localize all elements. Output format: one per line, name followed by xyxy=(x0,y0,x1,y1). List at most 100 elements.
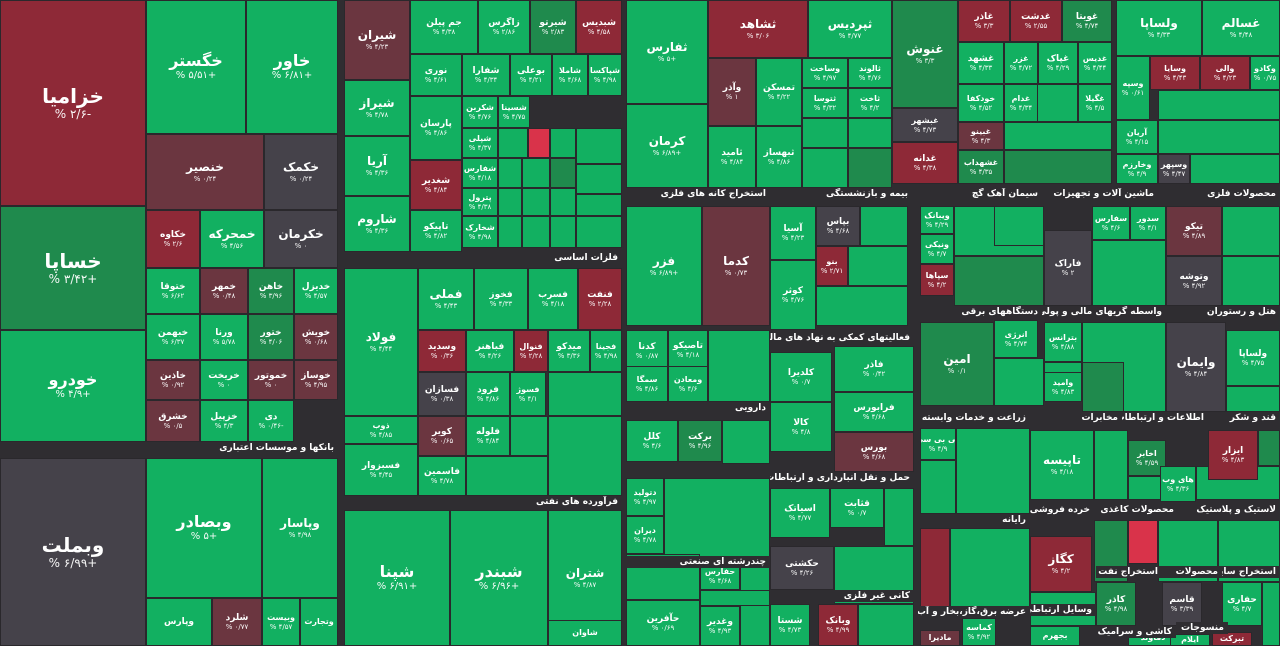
stock-tile[interactable]: قاسم ۳/۳۹ % xyxy=(1162,582,1202,626)
stock-tile[interactable]: تاصیکو ۴/۱۸ % xyxy=(668,330,708,370)
stock-tile[interactable]: دتولید ۴/۹۷ % xyxy=(626,478,664,516)
stock-tile-small[interactable] xyxy=(550,216,576,248)
stock-tile-small[interactable] xyxy=(576,164,622,194)
stock-tile-small[interactable] xyxy=(1158,90,1280,120)
stock-tile[interactable]: ثشاهد ۳/۰۶ % xyxy=(708,0,808,58)
stock-tile[interactable]: ولساپا ۴/۳۳ % xyxy=(1116,0,1202,56)
stock-tile[interactable]: تمسکن ۴/۲۲ % xyxy=(756,58,802,126)
stock-tile[interactable]: کالا ۴/۸ % xyxy=(770,402,832,452)
stock-tile[interactable]: دی -۰/۴۶ % xyxy=(248,400,294,442)
stock-tile-small[interactable] xyxy=(1190,154,1280,184)
stock-tile-small[interactable] xyxy=(994,206,1044,246)
stock-tile[interactable]: خکمک ۰/۲۴ % xyxy=(264,134,338,210)
stock-tile[interactable]: شپنا +۶/۹۱ % xyxy=(344,510,450,646)
stock-tile[interactable]: تاپیسه ۴/۱۸ % xyxy=(1030,430,1094,500)
stock-tile[interactable]: وسدید ۰/۳۶ % xyxy=(418,330,466,372)
stock-tile[interactable]: بورس ۴/۶۸ % xyxy=(834,432,914,472)
stock-tile-small[interactable] xyxy=(1082,362,1124,412)
stock-tile[interactable]: خاهن ۳/۹۶ % xyxy=(248,268,294,314)
stock-tile[interactable]: فلوله ۴/۸۴ % xyxy=(466,416,510,456)
stock-tile[interactable]: والی ۴/۲۳ % xyxy=(1200,56,1250,90)
stock-tile-small[interactable] xyxy=(550,158,576,188)
stock-tile[interactable]: بوعلی ۴/۲۱ % xyxy=(510,54,552,96)
stock-tile[interactable]: غسالم ۴/۴۸ % xyxy=(1202,0,1280,56)
stock-tile[interactable]: وسپهر ۴/۴۷ % xyxy=(1158,154,1190,184)
stock-tile-small[interactable] xyxy=(884,488,914,546)
stock-tile[interactable]: کلدیرا ۰/۷ % xyxy=(770,352,832,402)
stock-tile[interactable]: فسازان ۰/۳۸ % xyxy=(418,372,466,416)
stock-tile[interactable]: فاذر ۰/۴۲ % xyxy=(834,346,914,392)
stock-tile-small[interactable] xyxy=(576,216,622,248)
stock-tile[interactable]: بنو ۲/۷۱ % xyxy=(816,246,848,286)
stock-tile[interactable]: شسینا ۴/۷۵ % xyxy=(498,96,530,128)
stock-tile[interactable]: خساپا +۳/۴۲ % xyxy=(0,206,146,330)
stock-tile[interactable]: تاپیکو ۴/۸۲ % xyxy=(410,210,462,252)
stock-tile-small[interactable] xyxy=(722,420,770,464)
stock-tile[interactable]: فخوز ۴/۳۳ % xyxy=(474,268,528,330)
stock-tile[interactable]: کگاز ۴/۲ % xyxy=(1030,536,1092,592)
stock-tile-small[interactable] xyxy=(700,590,770,606)
stock-tile[interactable]: وخارزم ۴/۹ % xyxy=(1116,154,1158,184)
stock-tile-small[interactable] xyxy=(1262,582,1280,646)
stock-tile[interactable]: بترانس ۴/۸۸ % xyxy=(1044,322,1082,362)
stock-tile[interactable]: غدام ۴/۳۴ % xyxy=(1004,84,1038,122)
stock-tile[interactable]: ایلام xyxy=(1170,634,1210,646)
stock-tile[interactable]: دیران ۴/۷۸ % xyxy=(626,516,664,554)
stock-tile[interactable]: شاروم ۴/۳۶ % xyxy=(344,196,410,252)
stock-tile[interactable]: امین ۰/۱ % xyxy=(920,322,994,406)
stock-tile[interactable]: قثابت ۰/۷ % xyxy=(830,488,884,528)
stock-tile[interactable]: خبهمن ۶/۳۷ % xyxy=(146,314,200,360)
stock-tile[interactable]: شاملا ۴/۶۸ % xyxy=(552,54,588,96)
stock-tile[interactable]: وآذر ۱ % xyxy=(708,58,756,126)
stock-tile[interactable]: جم پیلن ۴/۳۸ % xyxy=(410,0,478,54)
stock-tile[interactable]: ثبهساز ۴/۸۶ % xyxy=(756,126,802,188)
stock-tile[interactable]: ومعادن ۴/۶ % xyxy=(668,366,708,402)
stock-tile[interactable]: وبملت +۶/۹۹ % xyxy=(0,458,146,646)
stock-tile[interactable]: شپلی ۴/۳۷ % xyxy=(462,128,498,158)
stock-tile[interactable]: حآفرین ۰/۶۹ % xyxy=(626,600,700,646)
stock-tile[interactable]: سمگا ۴/۸۶ % xyxy=(626,366,668,402)
stock-tile[interactable]: فنوال ۲/۲۸ % xyxy=(514,330,548,372)
stock-tile[interactable]: خکرمان ۰ % xyxy=(264,210,338,268)
stock-tile[interactable]: ثامید ۴/۸۴ % xyxy=(708,126,756,188)
stock-tile-small[interactable] xyxy=(1004,122,1112,150)
stock-tile-small[interactable] xyxy=(1222,256,1280,306)
stock-tile[interactable]: وبیست ۴/۵۷ % xyxy=(262,598,300,646)
stock-tile[interactable]: غزر ۴/۷۲ % xyxy=(1004,42,1038,84)
stock-tile[interactable]: شبندر +۶/۹۶ % xyxy=(450,510,548,646)
stock-tile[interactable]: فولاد ۴/۴۴ % xyxy=(344,268,418,416)
stock-tile-small[interactable] xyxy=(1094,430,1128,500)
stock-tile[interactable]: خشرق ۰/۵ % xyxy=(146,400,200,442)
stock-tile-small[interactable] xyxy=(708,330,770,402)
stock-tile[interactable]: وتجارت xyxy=(300,598,338,646)
stock-tile[interactable]: ثپردیس ۴/۷۷ % xyxy=(808,0,892,58)
stock-tile-small[interactable] xyxy=(466,456,548,496)
stock-tile[interactable]: خوساز ۴/۹۵ % xyxy=(294,360,338,400)
stock-tile-small[interactable] xyxy=(802,118,848,148)
stock-tile[interactable]: غدانه ۴/۳۸ % xyxy=(892,142,958,184)
stock-tile[interactable]: غنوش ۳/۳ % xyxy=(892,0,958,108)
stock-tile[interactable]: سدور ۴/۱ % xyxy=(1130,206,1166,240)
stock-tile[interactable]: کدنا ۰/۸۷ % xyxy=(626,330,668,372)
stock-tile[interactable]: ثالوند ۴/۷۶ % xyxy=(848,58,892,88)
stock-tile[interactable]: فاسمین ۴/۷۸ % xyxy=(418,456,466,496)
stock-tile-small[interactable] xyxy=(950,528,1030,618)
stock-tile[interactable]: سفارس ۴/۶ % xyxy=(1092,206,1130,240)
stock-tile[interactable]: فرود ۴/۸۶ % xyxy=(466,372,510,416)
stock-tile[interactable]: تبرکت xyxy=(1212,632,1252,646)
stock-tile[interactable]: زاگرس ۲/۸۶ % xyxy=(478,0,530,54)
stock-tile[interactable]: غویتا ۴/۷۴ % xyxy=(1062,0,1112,42)
stock-tile[interactable]: وبصادر +۵ % xyxy=(146,458,262,598)
stock-tile[interactable]: بجهرم xyxy=(1030,626,1080,646)
stock-tile[interactable]: شبدیس ۴/۵۸ % xyxy=(576,0,622,54)
stock-tile-small[interactable] xyxy=(954,256,1044,306)
stock-tile[interactable]: وپاسار ۴/۹۸ % xyxy=(262,458,338,598)
stock-tile[interactable]: برکت ۴/۹۶ % xyxy=(678,420,722,462)
stock-tile-small[interactable] xyxy=(848,118,892,148)
stock-tile[interactable]: ویبانک ۴/۲۹ % xyxy=(920,206,954,234)
stock-tile[interactable]: شکربن ۴/۷۶ % xyxy=(462,96,498,128)
stock-tile[interactable]: فسبزوار ۴/۴۵ % xyxy=(344,444,418,496)
stock-tile[interactable]: خزپیل ۴/۳ % xyxy=(200,400,248,442)
stock-tile-small[interactable] xyxy=(498,188,522,216)
stock-tile-small[interactable] xyxy=(576,128,622,164)
